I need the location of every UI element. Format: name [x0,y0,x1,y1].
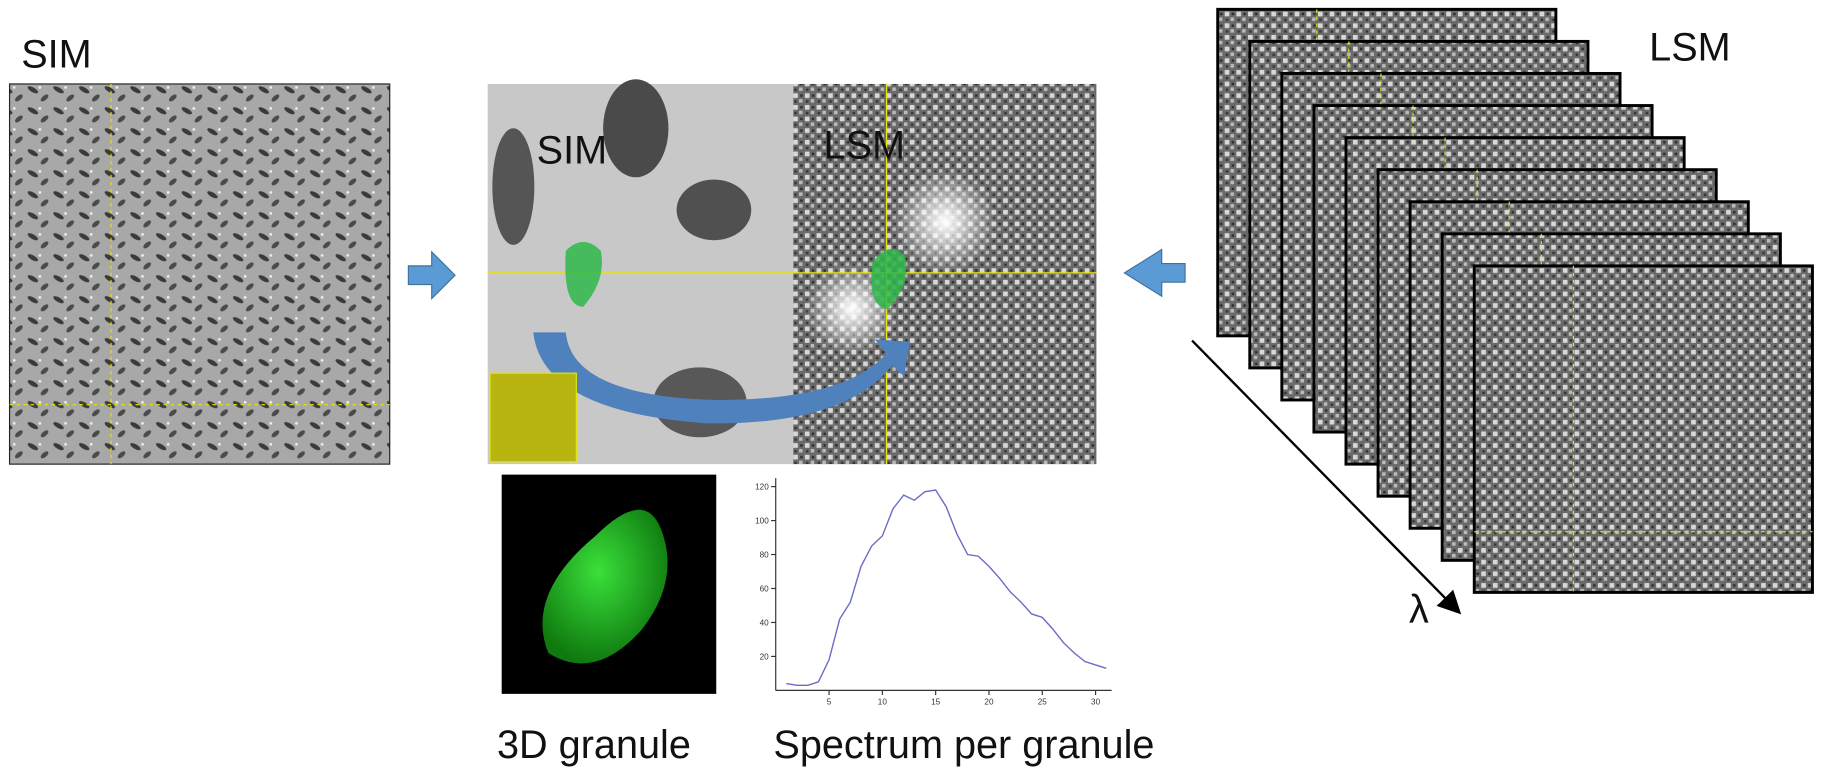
cell [492,128,534,245]
caption: Spectrum per granule [773,723,1154,767]
x-tick-label: 5 [827,697,832,706]
caption: 3D granule [497,723,691,767]
y-tick-label: 20 [760,652,770,661]
cell [603,79,668,177]
data-line [786,490,1106,685]
label: λ [1409,588,1429,632]
x-tick-label: 30 [1091,697,1101,706]
label: LSM [824,124,905,168]
x-tick-label: 15 [931,697,941,706]
figure: SIM SIM LSM 3D granule 5 10 15 20 25 30 20 40 60… [0,0,1829,772]
spectrum-chart: 5 10 15 20 25 30 20 40 60 80 100 120 [755,478,1111,706]
y-tick-label: 60 [760,584,770,593]
x-tick-label: 25 [1038,697,1048,706]
y-tick-label: 80 [760,550,770,559]
sim-image [10,84,390,464]
arrow [1124,250,1185,297]
lsm-stack [1218,9,1813,592]
page: SIM SIM LSM 3D granule 5 10 15 20 25 30 20 40 60… [0,0,1829,777]
lsm-frame [1474,266,1812,593]
y-tick-label: 40 [760,618,770,627]
y-tick-label: 120 [755,483,769,492]
inset [490,373,576,462]
arrow [408,252,455,299]
label: SIM [21,33,91,77]
label: LSM [1649,26,1730,70]
glow [892,169,997,274]
cell [677,180,752,241]
y-tick-label: 100 [755,516,769,525]
label: SIM [537,128,607,172]
x-tick-label: 10 [878,697,888,706]
x-tick-label: 20 [984,697,994,706]
